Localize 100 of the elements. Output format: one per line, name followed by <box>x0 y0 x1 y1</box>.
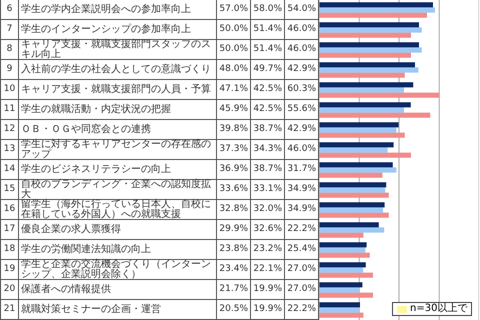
bar <box>319 167 396 173</box>
bar <box>319 292 373 298</box>
bar <box>319 222 379 228</box>
bar <box>319 162 393 168</box>
data-label: 27.0% <box>284 280 318 299</box>
bar <box>319 67 418 73</box>
y-tick-label: 学生のビジネスリテラシーの向上 <box>18 160 216 179</box>
data-label: 45.9% <box>216 100 250 119</box>
text: 11 <box>0 100 18 119</box>
bar <box>319 142 394 148</box>
y-tick-label: 学生の就職活動・内定状況の把握 <box>18 100 216 119</box>
data-label: 32.0% <box>250 200 284 219</box>
y-tick-label: 留学生（海外に行っている日本人、自校に在籍している外国人）への就職支援 <box>18 199 216 220</box>
y-tick-label: 保護者への情報提供 <box>18 280 216 299</box>
data-label: 46.0% <box>284 140 318 159</box>
bar <box>319 147 388 153</box>
data-label: 48.0% <box>216 60 250 79</box>
data-label: 19.9% <box>250 280 284 299</box>
text: 6 <box>0 0 18 19</box>
data-label: 46.0% <box>284 40 318 59</box>
data-label: 50.0% <box>216 40 250 59</box>
data-label: 22.2% <box>284 220 318 239</box>
data-label: 36.9% <box>216 160 250 179</box>
data-label: 54.0% <box>284 0 318 19</box>
data-label: 34.3% <box>250 140 284 159</box>
data-label: 37.3% <box>216 140 250 159</box>
bar <box>319 187 386 193</box>
data-label: 51.4% <box>250 40 284 59</box>
data-label: 31.7% <box>284 160 318 179</box>
data-label: 42.5% <box>250 80 284 99</box>
text: 9 <box>0 60 18 79</box>
bar <box>319 227 384 233</box>
y-tick-label: 就職対策セミナーの企画・運営 <box>18 300 216 319</box>
data-label: 55.6% <box>284 100 318 119</box>
bar <box>319 262 366 268</box>
bar <box>319 312 364 318</box>
data-label: 20.5% <box>216 300 250 319</box>
data-label: 33.1% <box>250 180 284 199</box>
bar <box>319 27 422 33</box>
data-label: 58.0% <box>250 0 284 19</box>
bar <box>319 302 360 308</box>
data-label: 39.8% <box>216 120 250 139</box>
data-label: 57.0% <box>216 0 250 19</box>
data-label: 19.9% <box>250 300 284 319</box>
data-label: 38.7% <box>250 120 284 139</box>
data-label: 32.6% <box>250 220 284 239</box>
text: 19 <box>0 260 18 279</box>
bar <box>319 242 367 248</box>
bar <box>319 112 430 118</box>
data-label: 32.8% <box>216 200 250 219</box>
data-label: 22.2% <box>284 300 318 319</box>
text: 13 <box>0 140 18 159</box>
data-label: 33.6% <box>216 180 250 199</box>
data-label: 38.7% <box>250 160 284 179</box>
text: 12 <box>0 120 18 139</box>
bar <box>319 92 440 98</box>
text: 14 <box>0 160 18 179</box>
bar <box>319 32 411 38</box>
text: 15 <box>0 180 18 199</box>
data-label: 34.9% <box>284 200 318 219</box>
bar <box>319 267 364 273</box>
text: 20 <box>0 280 18 299</box>
bar <box>319 127 396 133</box>
bar <box>319 72 405 78</box>
text: 21 <box>0 300 18 319</box>
data-label: 42.9% <box>284 120 318 139</box>
text: 18 <box>0 240 18 259</box>
bar <box>319 42 419 48</box>
y-tick-label: キャリア支援・就職支援部門の人員・予算 <box>18 80 216 99</box>
bar <box>319 287 359 293</box>
bar <box>319 272 373 278</box>
data-label: 42.5% <box>250 100 284 119</box>
data-label: 27.0% <box>284 260 318 279</box>
data-label: 34.9% <box>284 180 318 199</box>
data-label: 46.0% <box>284 20 318 39</box>
data-label: 42.9% <box>284 60 318 79</box>
bar <box>319 7 435 13</box>
bar <box>319 47 422 53</box>
data-label: 25.4% <box>284 240 318 259</box>
bar <box>319 22 419 28</box>
y-tick-label: 学生の労働関連法知識の向上 <box>18 240 216 259</box>
data-label: 23.4% <box>216 260 250 279</box>
data-label: 47.1% <box>216 80 250 99</box>
data-label: 22.1% <box>250 260 284 279</box>
bar <box>319 12 427 18</box>
data-label: 60.3% <box>284 80 318 99</box>
y-tick-label: 学生の学内企業説明会への参加率向上 <box>18 0 216 19</box>
bar <box>319 132 405 138</box>
bar <box>319 172 382 178</box>
bar <box>319 202 385 208</box>
data-label: 29.9% <box>216 220 250 239</box>
bar <box>319 82 414 88</box>
y-tick-label: ＯＢ・ＯＧや同窓会との連携 <box>18 120 216 139</box>
bar <box>319 152 411 158</box>
data-label: 50.0% <box>216 20 250 39</box>
data-label: 49.7% <box>250 60 284 79</box>
bar <box>319 282 362 288</box>
y-tick-label: 優良企業の求人票獲得 <box>18 220 216 239</box>
annotation: n=30以上で <box>410 303 468 315</box>
bar <box>319 87 404 93</box>
